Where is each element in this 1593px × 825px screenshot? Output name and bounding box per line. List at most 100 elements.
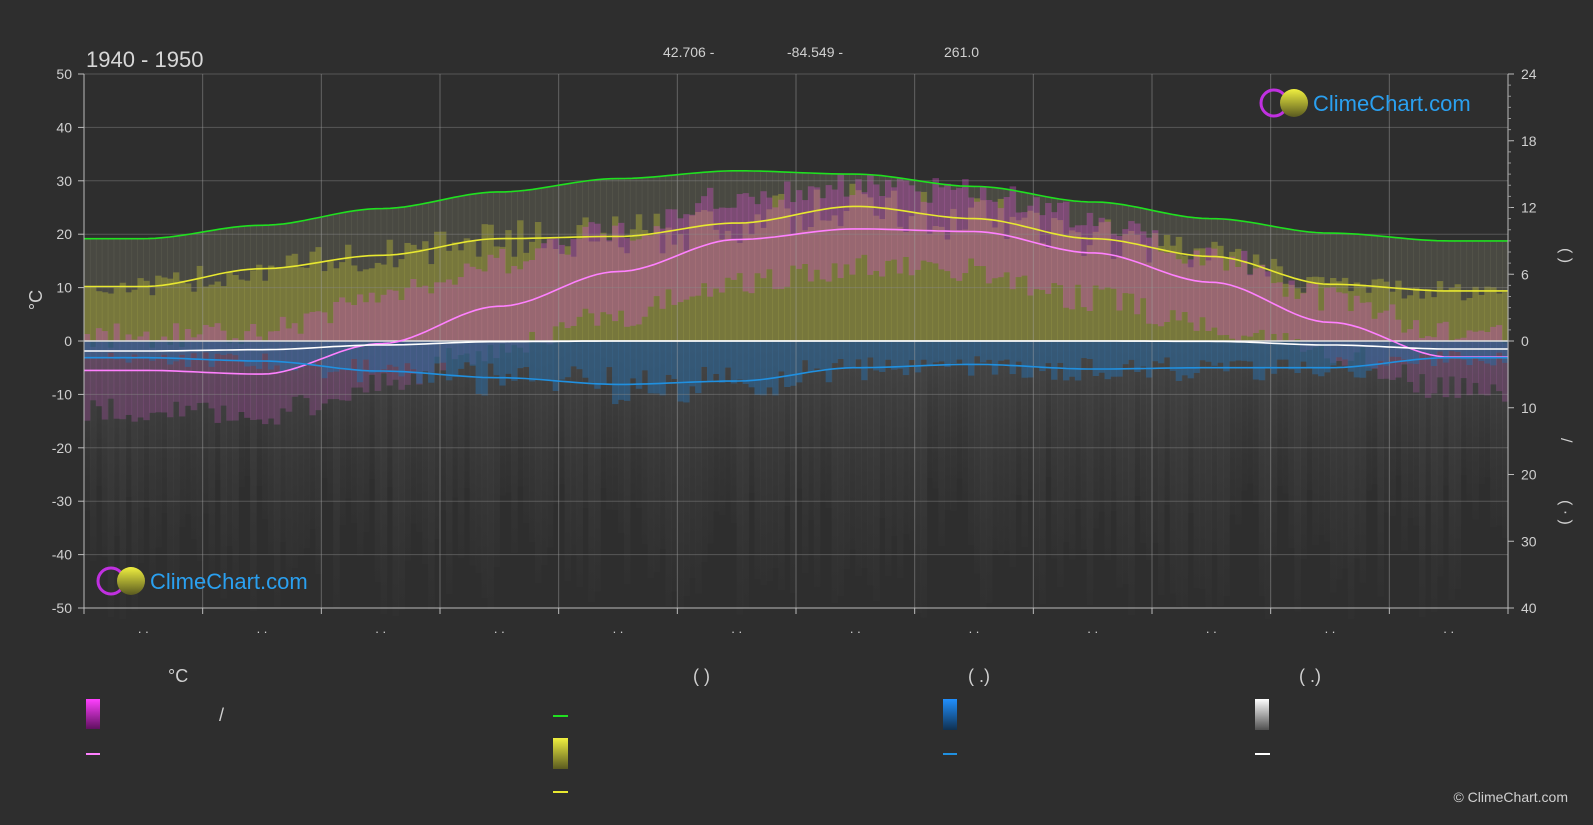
temp-range-bar	[1264, 271, 1272, 345]
sunshine-bar	[1318, 277, 1325, 341]
rain-bar	[457, 341, 465, 369]
sunshine-bar	[689, 215, 696, 341]
precip-bar	[1389, 341, 1396, 516]
precip-bar	[570, 341, 578, 556]
rain-bar	[689, 341, 696, 387]
precip-bar	[256, 341, 263, 486]
precip-bar	[226, 341, 233, 547]
rain-bar	[1235, 341, 1242, 361]
precip-bar	[991, 341, 999, 550]
rain-bar	[1051, 341, 1058, 380]
x-tick-label: . .	[257, 621, 268, 636]
longitude-value: -84.549 -	[787, 44, 843, 60]
precip-bar	[985, 341, 993, 603]
rain-bar	[938, 341, 945, 362]
rain-bar	[256, 341, 263, 369]
rain-bar	[380, 341, 388, 370]
precip-bar	[748, 341, 756, 493]
temp-range-bar	[707, 187, 714, 297]
sunshine-bar	[843, 211, 850, 341]
rain-bar	[1270, 341, 1278, 374]
precip-bar	[1424, 341, 1432, 504]
rain-bar	[671, 341, 678, 379]
series-line-temp_mean	[84, 228, 1508, 375]
precip-bar	[1199, 341, 1206, 589]
sunshine-bar	[730, 239, 738, 341]
rain-bar	[534, 341, 542, 381]
precip-bar	[374, 341, 382, 583]
temp-range-bar	[392, 290, 400, 380]
sunshine-bar	[1353, 282, 1361, 341]
sunshine-bar	[582, 217, 589, 341]
legend-col4-header: ( .)	[1299, 666, 1321, 686]
sunshine-bar	[1496, 293, 1503, 341]
precip-bar	[1063, 341, 1070, 543]
precip-bar	[422, 341, 429, 565]
precip-bar	[434, 341, 441, 540]
temp-range-bar	[1347, 311, 1355, 361]
sunshine-bar	[867, 197, 874, 341]
sunshine-bar	[398, 259, 405, 341]
daylight-bar	[95, 238, 103, 341]
precip-bar	[178, 341, 186, 527]
precip-bar	[1502, 341, 1509, 538]
sunshine-bar	[1413, 287, 1420, 341]
logo-top[interactable]: ClimeChart.com	[1259, 88, 1471, 118]
precip-bar	[451, 341, 459, 498]
precip-bar	[131, 341, 138, 611]
left-tick-label: 10	[56, 280, 72, 296]
rain-bar	[1229, 341, 1236, 362]
precip-bar	[1359, 341, 1367, 583]
temp-range-bar	[529, 259, 536, 332]
temp-range-bar	[434, 282, 441, 357]
temp-range-bar	[523, 261, 530, 353]
temp-range-bar	[1015, 212, 1023, 278]
temp-range-bar	[760, 191, 767, 279]
precip-bar	[1454, 341, 1462, 590]
sunshine-bar	[481, 224, 489, 341]
temp-range-bar	[784, 181, 791, 287]
rain-bar	[1484, 341, 1491, 364]
rain-bar	[1335, 341, 1343, 358]
x-tick-label: . .	[1325, 621, 1336, 636]
sunshine-bar	[107, 293, 115, 341]
sunshine-bar	[618, 247, 625, 341]
sunshine-bar	[374, 262, 382, 341]
legend-slash: /	[219, 705, 224, 725]
daylight-bar	[190, 233, 198, 341]
rain-bar	[1140, 341, 1147, 367]
rain-bar	[398, 341, 405, 377]
precip-bar	[902, 341, 910, 534]
sunshine-bar	[1140, 244, 1147, 341]
background-bars	[84, 170, 1509, 620]
right-bottom-tick-label: 30	[1521, 533, 1537, 549]
logo-bottom[interactable]: ClimeChart.com	[96, 566, 308, 596]
temp-range-bar	[701, 196, 708, 284]
rain-bar	[1211, 341, 1218, 366]
temp-range-bar	[677, 218, 684, 303]
precip-bar	[612, 341, 619, 510]
rain-bar	[202, 341, 210, 353]
rain-bar	[386, 341, 394, 365]
sunshine-bar	[279, 267, 287, 341]
sunshine-bar	[1057, 220, 1064, 341]
series-line-snow	[84, 340, 1508, 352]
sunshine-bar	[1472, 286, 1479, 341]
precip-bar	[736, 341, 744, 615]
precip-bar	[487, 341, 494, 609]
rain-bar	[707, 341, 714, 382]
temp-range-bar	[511, 266, 518, 346]
legend-col3-header: ( .)	[968, 666, 990, 686]
sunshine-bar	[718, 239, 726, 341]
sunshine-bar	[1424, 288, 1432, 341]
sunshine-bar	[1401, 298, 1408, 341]
precip-bar	[576, 341, 583, 587]
rain-bar	[659, 341, 667, 396]
left-tick-label: -40	[52, 547, 72, 563]
sunshine-bar	[695, 211, 702, 341]
sunshine-bar	[1502, 292, 1509, 341]
rain-bar	[1430, 341, 1438, 367]
sunshine-bar	[1324, 283, 1331, 341]
rain-bar	[1353, 341, 1361, 378]
left-tick-label: -10	[52, 386, 72, 402]
